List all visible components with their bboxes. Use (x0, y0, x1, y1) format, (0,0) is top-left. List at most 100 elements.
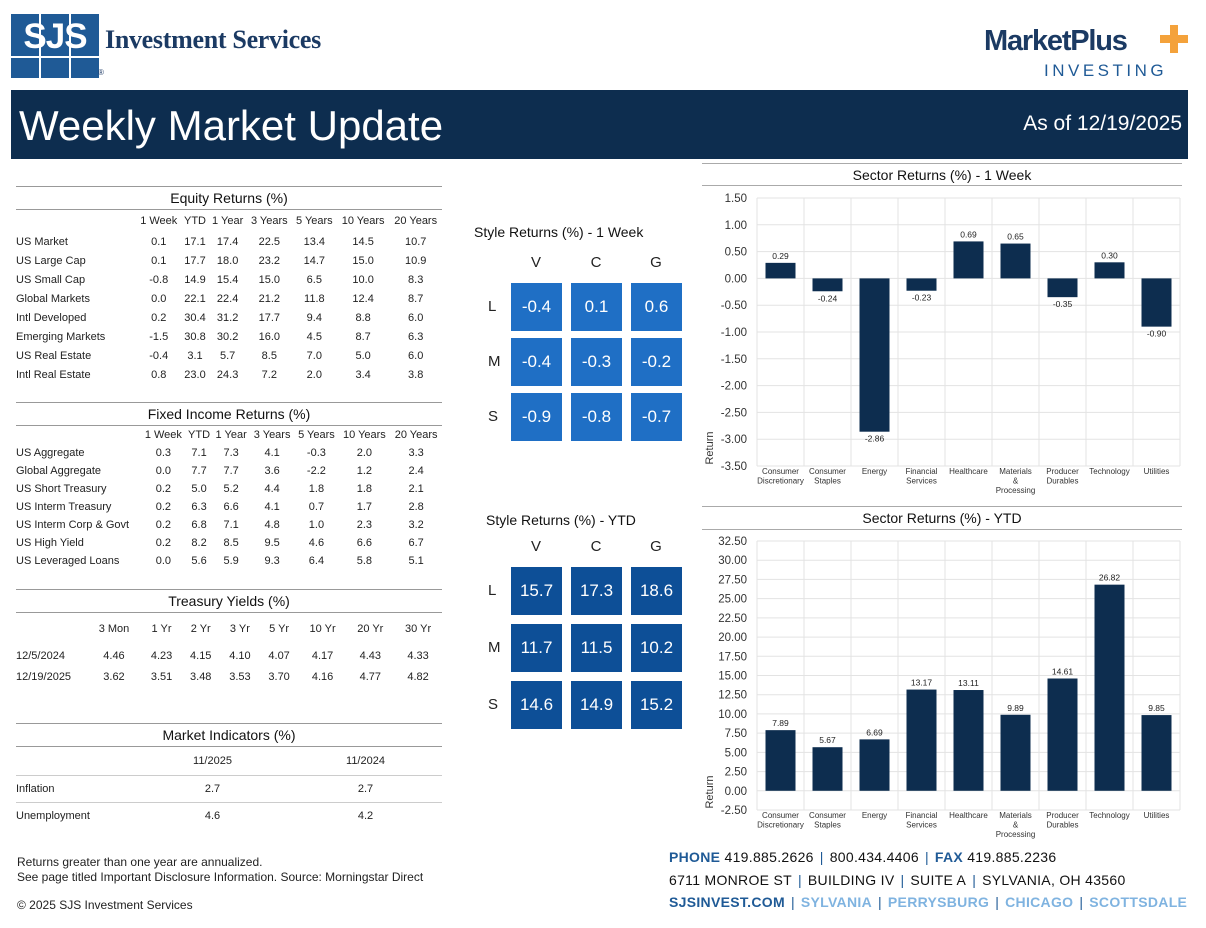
bar (906, 278, 937, 291)
blank-header (16, 210, 136, 232)
table-cell: 5.7 (219, 349, 236, 362)
table-cell: 14.9 (184, 273, 206, 286)
table-cell: 4.43 (359, 649, 382, 662)
row-label: US Aggregate (16, 447, 85, 459)
title-banner: Weekly Market Update As of 12/19/2025 (11, 90, 1188, 159)
treasury-title: Treasury Yields (%) (16, 589, 442, 613)
table-row: 12/5/2024 4.46 4.23 4.15 4.10 4.07 4.17 4.43 4.3… (16, 645, 442, 666)
table-cell: 18.0 (216, 254, 239, 267)
bar (1047, 678, 1078, 791)
y-tick-label: -2.50 (721, 805, 747, 817)
table-cell: 21.2 (258, 292, 280, 305)
table-cell: 8.5 (261, 349, 277, 362)
sjs-logo: SJS (11, 14, 99, 78)
table-cell: 1.8 (308, 483, 325, 495)
data-label: -0.90 (1147, 329, 1167, 339)
phone-label: PHONE (669, 849, 721, 865)
y-tick-label: 20.00 (718, 632, 747, 644)
chart2-title: Sector Returns (%) - YTD (862, 510, 1022, 526)
data-label: 13.17 (911, 678, 933, 688)
table-cell: 2.1 (408, 483, 424, 495)
table-cell: 8.8 (355, 311, 371, 324)
phone-number[interactable]: 419.885.2626 (724, 849, 814, 865)
y-tick-label: -3.00 (721, 434, 747, 446)
table-cell: 2.8 (408, 501, 424, 513)
table-cell: 4.17 (311, 649, 334, 662)
table-cell: 4.82 (407, 670, 429, 683)
table-row: 12/19/2025 3.62 3.51 3.48 3.53 3.70 4.16 4.77 4.… (16, 666, 442, 687)
table-cell: 7.7 (223, 465, 239, 477)
category-label: Producer Durables (1046, 467, 1079, 486)
style-box: -0.4 (511, 338, 562, 386)
style-box: 0.1 (571, 283, 622, 331)
table-cell: 5.9 (223, 555, 239, 567)
table-cell: 11.8 (304, 292, 325, 305)
fixed-table: 1 Week YTD 1 Year 3 Years 5 Years 10 Years 20 … (16, 426, 442, 570)
table-cell: -0.8 (149, 273, 169, 286)
row-label: US Small Cap (16, 273, 86, 286)
treasury-table: 3 Mon 1 Yr 2 Yr 3 Yr 5 Yr 10 Yr 20 Yr 30 Yr 12/5… (16, 613, 442, 687)
style-row-label: M (488, 353, 501, 370)
copyright: © 2025 SJS Investment Services (17, 898, 193, 912)
table-cell: 3.2 (408, 519, 424, 531)
column-header: 5 Years (295, 215, 333, 227)
row-label: 12/19/2025 (16, 670, 72, 683)
column-header: 30 Yr (405, 623, 432, 635)
table-cell: 9.5 (264, 537, 280, 549)
table-row: US Short Treasury 0.2 5.0 5.2 4.4 1.8 1.8 2.1 (16, 480, 442, 498)
table-cell: 8.5 (223, 537, 239, 549)
table-row: Global Aggregate 0.0 7.7 7.7 3.6 -2.2 1.2 2.4 (16, 462, 442, 480)
table-cell: 0.7 (308, 501, 325, 513)
row-label: US Market (16, 235, 68, 248)
header-row: 1 Week YTD 1 Year 3 Years 5 Years 10 Years 20 … (16, 210, 442, 232)
page-title: Weekly Market Update (19, 102, 444, 149)
table-cell: 0.1 (151, 254, 167, 267)
table-cell: 3.62 (103, 670, 125, 683)
category-label: Consumer Discretionary (757, 467, 804, 486)
table-row: Inflation 2.7 2.7 (16, 775, 442, 802)
y-axis-label: Return (704, 775, 716, 808)
address-street: 6711 MONROE ST (669, 872, 792, 888)
category-label: Energy (862, 467, 887, 476)
contact-web-line: SJSINVEST.COM | SYLVANIA | PERRYSBURG | CHICAG… (669, 894, 1188, 910)
category-label: Consumer Staples (809, 467, 846, 486)
row-label: Unemployment (16, 809, 90, 822)
table-cell: 15.0 (258, 273, 280, 286)
logo-letters: SJS (23, 17, 87, 56)
category-label: Materials & Processing (996, 811, 1036, 839)
indicators-table: 11/2025 11/2024 Inflation 2.7 2.7 Unemploymen… (16, 747, 442, 829)
table-cell: 0.2 (155, 519, 172, 531)
style-row-label: S (488, 696, 499, 713)
style-week-title: Style Returns (%) - 1 Week (474, 224, 644, 240)
market-indicators-table: Market Indicators (%) 11/2025 11/2024 Infl… (16, 723, 442, 829)
data-label: -2.86 (865, 434, 885, 444)
row-label: Emerging Markets (16, 330, 106, 343)
column-header: 20 Years (394, 215, 438, 227)
y-tick-label: 27.50 (718, 574, 747, 586)
data-label: -0.23 (912, 293, 932, 303)
table-cell: 17.4 (216, 235, 239, 248)
table-cell: 4.1 (264, 447, 280, 459)
table-cell: 31.2 (216, 311, 239, 324)
table-row: Emerging Markets -1.5 30.8 30.2 16.0 4.5 8.7 6.… (16, 327, 442, 346)
y-tick-label: 12.50 (718, 690, 747, 702)
tollfree-number[interactable]: 800.434.4406 (829, 849, 919, 865)
address-suite: SUITE A (910, 872, 967, 888)
bar (1000, 714, 1031, 791)
website-link[interactable]: SJSINVEST.COM (669, 894, 785, 910)
y-axis-label: Return (704, 431, 716, 464)
contact-address-line: 6711 MONROE ST | BUILDING IV | SUITE A | SYLVA… (669, 872, 1126, 888)
table-cell: 2.3 (356, 519, 373, 531)
table-cell: 7.0 (306, 349, 322, 362)
table-cell: 1.7 (356, 501, 373, 513)
table-cell: 0.1 (151, 235, 167, 248)
table-row: Intl Developed 0.2 30.4 31.2 17.7 9.4 8.8 6.0 (16, 308, 442, 327)
style-box: -0.9 (511, 393, 562, 441)
y-tick-label: 0.50 (725, 247, 747, 259)
column-header: 10 Years (342, 429, 386, 441)
data-label: 7.89 (772, 718, 789, 728)
column-header: 1 Week (144, 429, 182, 441)
table-row: US Large Cap 0.1 17.7 18.0 23.2 14.7 15.0 10.9 (16, 251, 442, 270)
table-cell: 3.3 (408, 447, 424, 459)
bar (1047, 278, 1078, 298)
